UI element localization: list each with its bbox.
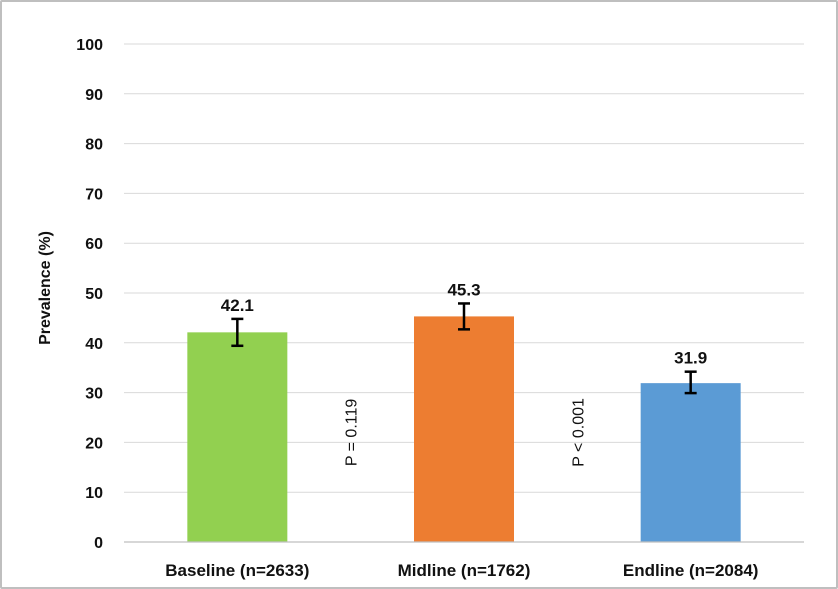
y-tick-label: 90 — [85, 87, 103, 104]
error-bar — [684, 370, 697, 395]
y-axis-ticks: 0 10 20 30 40 50 60 70 80 90 100 — [76, 37, 103, 552]
y-axis-label: Prevalence (%) — [37, 231, 54, 345]
error-bar — [458, 302, 470, 331]
y-tick-label: 70 — [85, 186, 103, 203]
bar — [640, 383, 741, 542]
data-label: 42.1 — [221, 296, 254, 315]
p-value-annotation: P < 0.001 — [570, 398, 587, 467]
bar — [187, 332, 288, 542]
y-tick-label: 0 — [94, 535, 103, 552]
data-labels: 42.1 45.3 31.9 — [221, 280, 707, 367]
annotations: P = 0.119 P < 0.001 — [344, 398, 588, 467]
x-tick-label: Baseline (n=2633) — [165, 561, 309, 580]
y-tick-label: 20 — [85, 435, 103, 452]
x-tick-label: Endline (n=2084) — [623, 561, 759, 580]
bar — [414, 316, 514, 542]
bars — [187, 316, 741, 542]
y-tick-label: 100 — [76, 37, 103, 54]
y-tick-label: 60 — [85, 236, 103, 253]
x-tick-label: Midline (n=1762) — [398, 561, 531, 580]
y-tick-label: 10 — [85, 485, 103, 502]
p-value-annotation: P = 0.119 — [344, 399, 361, 467]
data-label: 31.9 — [674, 349, 707, 368]
y-tick-label: 80 — [85, 137, 103, 154]
error-bars — [231, 302, 697, 395]
x-axis-categories: Baseline (n=2633) Midline (n=1762) Endline… — [165, 561, 758, 580]
y-tick-label: 40 — [85, 336, 103, 353]
data-label: 45.3 — [447, 280, 480, 299]
error-bar — [231, 317, 244, 348]
y-tick-label: 30 — [85, 386, 103, 403]
y-tick-label: 50 — [85, 286, 103, 303]
